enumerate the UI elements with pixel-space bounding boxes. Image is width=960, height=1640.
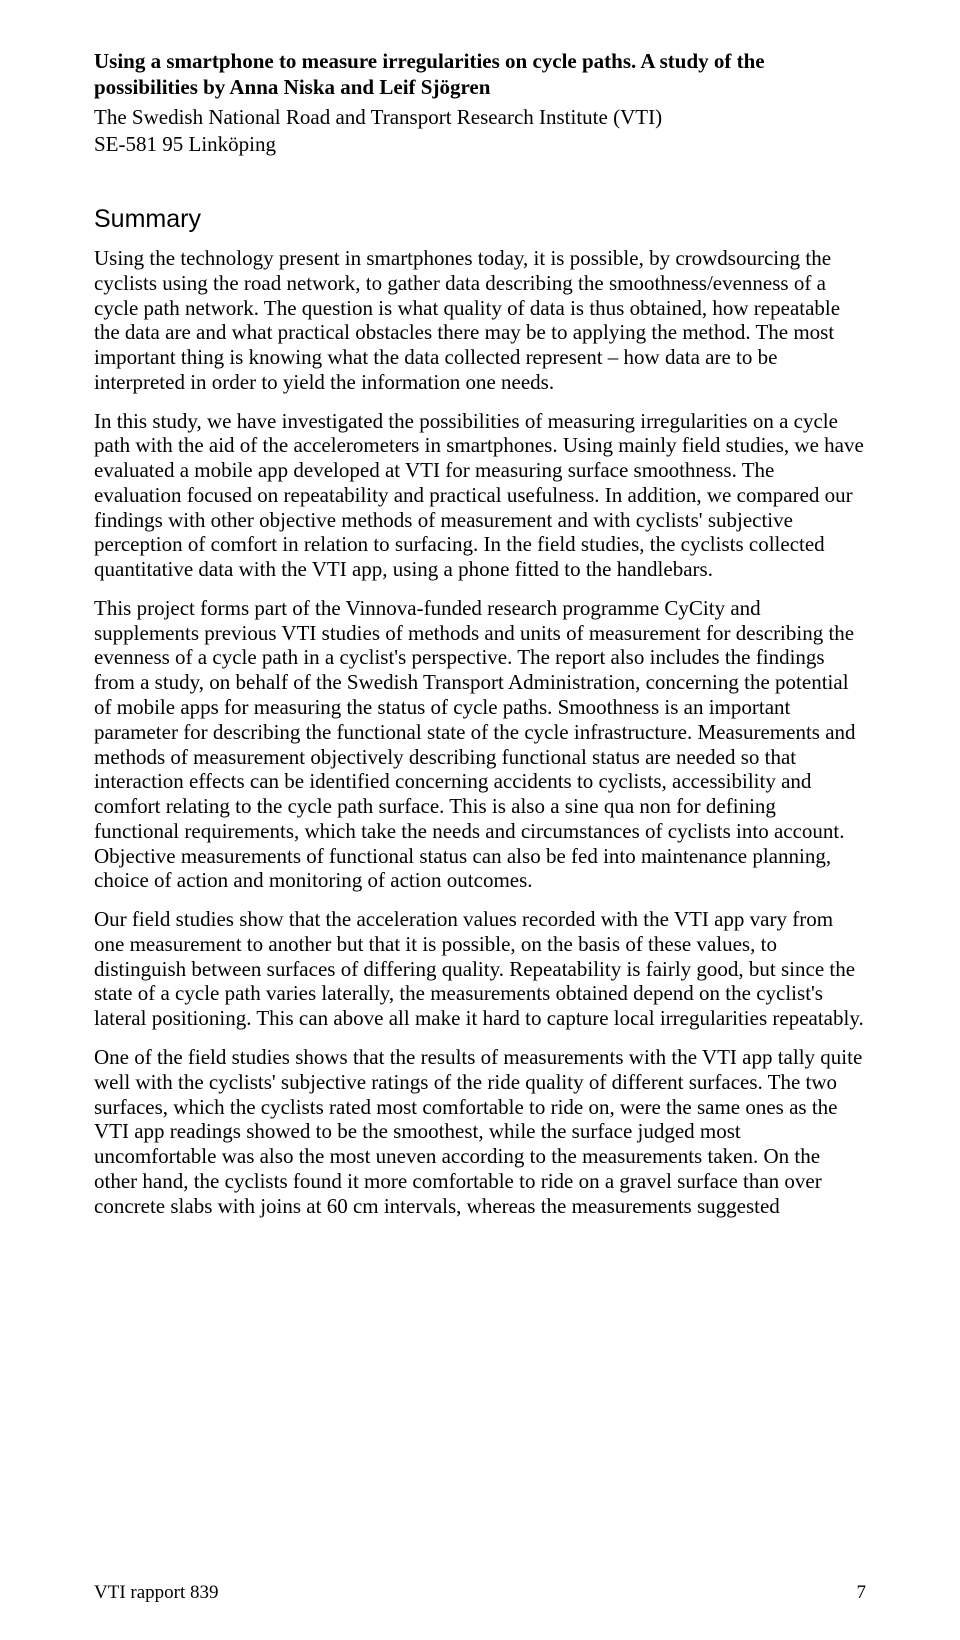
page-footer: VTI rapport 839 7	[94, 1582, 866, 1604]
body-paragraph: Using the technology present in smartpho…	[94, 246, 866, 395]
summary-heading: Summary	[94, 205, 866, 234]
body-paragraph: One of the field studies shows that the …	[94, 1045, 866, 1218]
body-paragraph: Our field studies show that the accelera…	[94, 907, 866, 1031]
institute-line: The Swedish National Road and Transport …	[94, 104, 866, 130]
body-paragraph: In this study, we have investigated the …	[94, 409, 866, 582]
postal-line: SE-581 95 Linköping	[94, 131, 866, 157]
footer-page-number: 7	[857, 1582, 867, 1604]
body-paragraph: This project forms part of the Vinnova-f…	[94, 596, 866, 893]
document-title: Using a smartphone to measure irregulari…	[94, 48, 866, 101]
footer-report-id: VTI rapport 839	[94, 1582, 219, 1604]
